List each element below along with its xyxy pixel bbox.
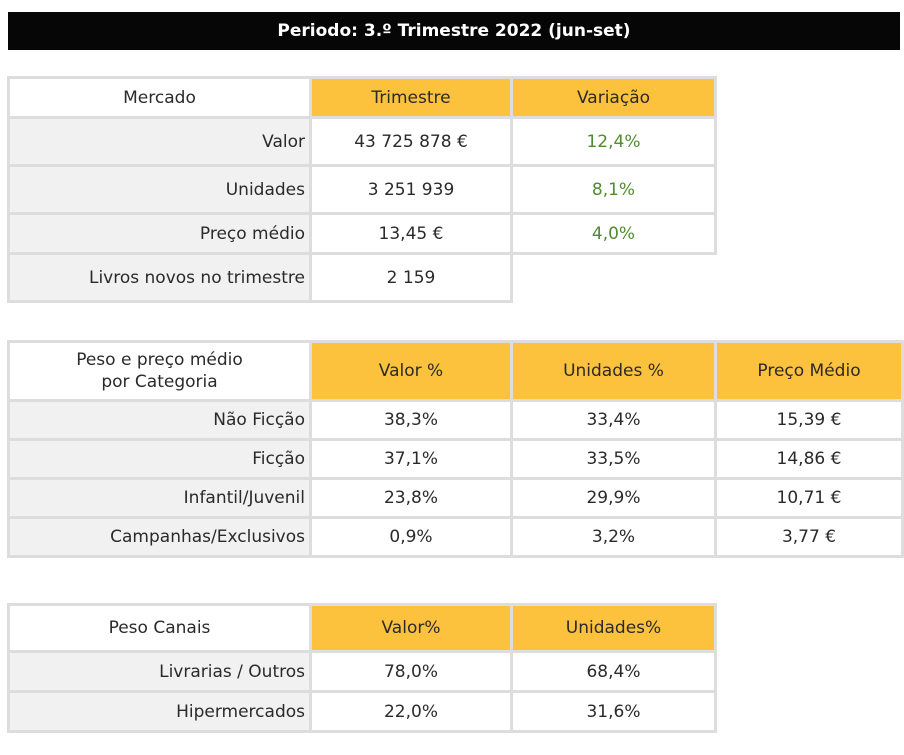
valor-pct-header: Valor% bbox=[309, 603, 513, 653]
trimestre-cell: 3 251 939 bbox=[309, 164, 513, 215]
valor-cell: 0,9% bbox=[309, 516, 513, 558]
preco-medio-header: Preço Médio bbox=[714, 340, 904, 402]
row-label: Campanhas/Exclusivos bbox=[7, 516, 312, 558]
variacao-cell: 8,1% bbox=[510, 164, 717, 215]
preco-cell: 15,39 € bbox=[714, 399, 904, 441]
categoria-header-row: Peso e preço médio por Categoria Valor %… bbox=[7, 340, 904, 402]
variacao-header: Variação bbox=[510, 76, 717, 119]
categoria-table: Peso e preço médio por Categoria Valor %… bbox=[7, 340, 904, 558]
table-row: Hipermercados 22,0% 31,6% bbox=[7, 690, 717, 733]
unidades-cell: 33,5% bbox=[510, 438, 717, 480]
preco-cell: 10,71 € bbox=[714, 477, 904, 519]
table-row: Campanhas/Exclusivos 0,9% 3,2% 3,77 € bbox=[7, 516, 904, 558]
trimestre-cell: 2 159 bbox=[309, 252, 513, 303]
mercado-header-row: Mercado Trimestre Variação bbox=[7, 76, 717, 119]
row-label: Hipermercados bbox=[7, 690, 312, 733]
row-label: Não Ficção bbox=[7, 399, 312, 441]
valor-cell: 37,1% bbox=[309, 438, 513, 480]
table-row: Livros novos no trimestre 2 159 bbox=[7, 252, 716, 303]
trimestre-header: Trimestre bbox=[309, 76, 513, 119]
valor-cell: 38,3% bbox=[309, 399, 513, 441]
canais-table: Peso Canais Valor% Unidades% Livrarias /… bbox=[7, 603, 717, 733]
table-row: Não Ficção 38,3% 33,4% 15,39 € bbox=[7, 399, 904, 441]
unidades-cell: 3,2% bbox=[510, 516, 717, 558]
categoria-header: Peso e preço médio por Categoria bbox=[7, 340, 312, 402]
table-row: Unidades 3 251 939 8,1% bbox=[7, 164, 717, 215]
unidades-cell: 68,4% bbox=[510, 650, 717, 693]
unidades-cell: 31,6% bbox=[510, 690, 717, 733]
categoria-header-line1: Peso e preço médio bbox=[76, 350, 243, 370]
unidades-cell: 33,4% bbox=[510, 399, 717, 441]
trimestre-cell: 13,45 € bbox=[309, 212, 513, 255]
valor-cell: 23,8% bbox=[309, 477, 513, 519]
variacao-cell: 12,4% bbox=[510, 116, 717, 167]
table-row: Ficção 37,1% 33,5% 14,86 € bbox=[7, 438, 904, 480]
table-row: Valor 43 725 878 € 12,4% bbox=[7, 116, 717, 167]
categoria-header-line2: por Categoria bbox=[101, 372, 218, 392]
unidades-cell: 29,9% bbox=[510, 477, 717, 519]
peso-canais-header: Peso Canais bbox=[7, 603, 312, 653]
unidades-pct-header: Unidades% bbox=[510, 603, 717, 653]
canais-header-row: Peso Canais Valor% Unidades% bbox=[7, 603, 717, 653]
row-label: Livros novos no trimestre bbox=[7, 252, 312, 303]
valor-cell: 22,0% bbox=[309, 690, 513, 733]
row-label: Ficção bbox=[7, 438, 312, 480]
period-title: Periodo: 3.º Trimestre 2022 (jun-set) bbox=[8, 12, 900, 50]
empty-cell bbox=[512, 254, 716, 302]
row-label: Infantil/Juvenil bbox=[7, 477, 312, 519]
valor-cell: 78,0% bbox=[309, 650, 513, 693]
table-row: Preço médio 13,45 € 4,0% bbox=[7, 212, 717, 255]
unidades-pct-header: Unidades % bbox=[510, 340, 717, 402]
table-row: Infantil/Juvenil 23,8% 29,9% 10,71 € bbox=[7, 477, 904, 519]
variacao-cell: 4,0% bbox=[510, 212, 717, 255]
row-label: Valor bbox=[7, 116, 312, 167]
mercado-table: Mercado Trimestre Variação Valor 43 725 … bbox=[7, 76, 717, 303]
row-label: Preço médio bbox=[7, 212, 312, 255]
table-row: Livrarias / Outros 78,0% 68,4% bbox=[7, 650, 717, 693]
valor-pct-header: Valor % bbox=[309, 340, 513, 402]
preco-cell: 14,86 € bbox=[714, 438, 904, 480]
mercado-header: Mercado bbox=[7, 76, 312, 119]
row-label: Livrarias / Outros bbox=[7, 650, 312, 693]
preco-cell: 3,77 € bbox=[714, 516, 904, 558]
row-label: Unidades bbox=[7, 164, 312, 215]
trimestre-cell: 43 725 878 € bbox=[309, 116, 513, 167]
